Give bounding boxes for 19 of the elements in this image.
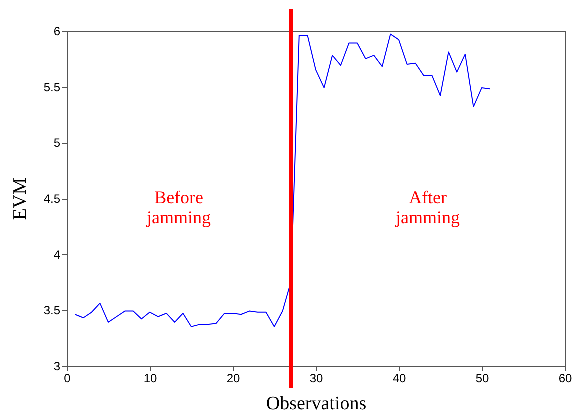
x-tick-label: 0 — [64, 372, 72, 386]
y-tick-label: 6 — [54, 24, 61, 38]
x-tick-label: 50 — [476, 372, 490, 386]
x-axis-title: Observations — [266, 394, 367, 411]
y-tick-label: 4.5 — [44, 192, 61, 206]
x-tick-label: 60 — [558, 372, 572, 386]
y-tick-label: 3.5 — [44, 304, 61, 318]
y-tick-label: 5.5 — [44, 80, 61, 94]
x-tick-label: 40 — [392, 372, 406, 386]
y-axis-title: EVM — [10, 178, 31, 220]
y-tick-label: 3 — [54, 360, 61, 374]
line-series — [74, 34, 491, 328]
y-tick-label: 5 — [54, 136, 61, 150]
y-tick-label: 4 — [54, 248, 61, 262]
x-tick-label: 20 — [226, 372, 240, 386]
x-tick-label: 30 — [310, 372, 324, 386]
annotation: Before jamming — [146, 188, 212, 228]
x-tick-label: 10 — [144, 372, 158, 386]
annotation: After jamming — [395, 188, 460, 228]
